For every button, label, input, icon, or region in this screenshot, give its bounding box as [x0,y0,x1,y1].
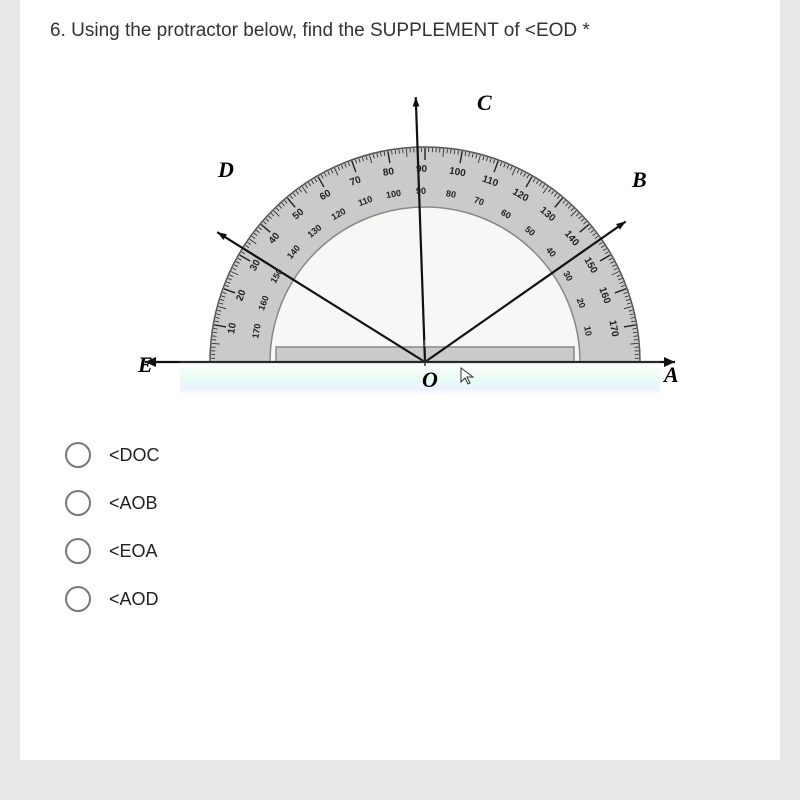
question-text: 6. Using the protractor below, find the … [50,20,750,42]
inner-scale-num: 100 [386,187,403,199]
page-container: 6. Using the protractor below, find the … [20,0,780,760]
label-A: A [664,362,679,388]
option-label: <AOD [109,589,159,610]
outer-scale-num: 10 [226,322,239,335]
option-eoa[interactable]: <EOA [65,538,750,564]
label-C: C [477,90,492,116]
radio-icon [65,538,91,564]
options-group: <DOC <AOB <EOA <AOD [65,442,750,612]
radio-icon [65,586,91,612]
option-label: <EOA [109,541,158,562]
label-O: O [422,367,438,393]
protractor-svg [120,82,680,402]
inner-scale-num: 90 [416,186,426,196]
inner-scale-num: 170 [250,323,262,340]
label-B: B [632,167,647,193]
label-D: D [218,157,234,183]
option-aob[interactable]: <AOB [65,490,750,516]
protractor-diagram: C B D E A O 1701016020150301404013050120… [120,82,680,402]
radio-icon [65,442,91,468]
option-label: <AOB [109,493,158,514]
outer-scale-num: 90 [416,164,427,175]
label-E: E [138,352,153,378]
radio-icon [65,490,91,516]
option-doc[interactable]: <DOC [65,442,750,468]
option-aod[interactable]: <AOD [65,586,750,612]
inner-scale-num: 80 [445,188,457,200]
option-label: <DOC [109,445,160,466]
outer-scale-num: 80 [382,166,395,179]
